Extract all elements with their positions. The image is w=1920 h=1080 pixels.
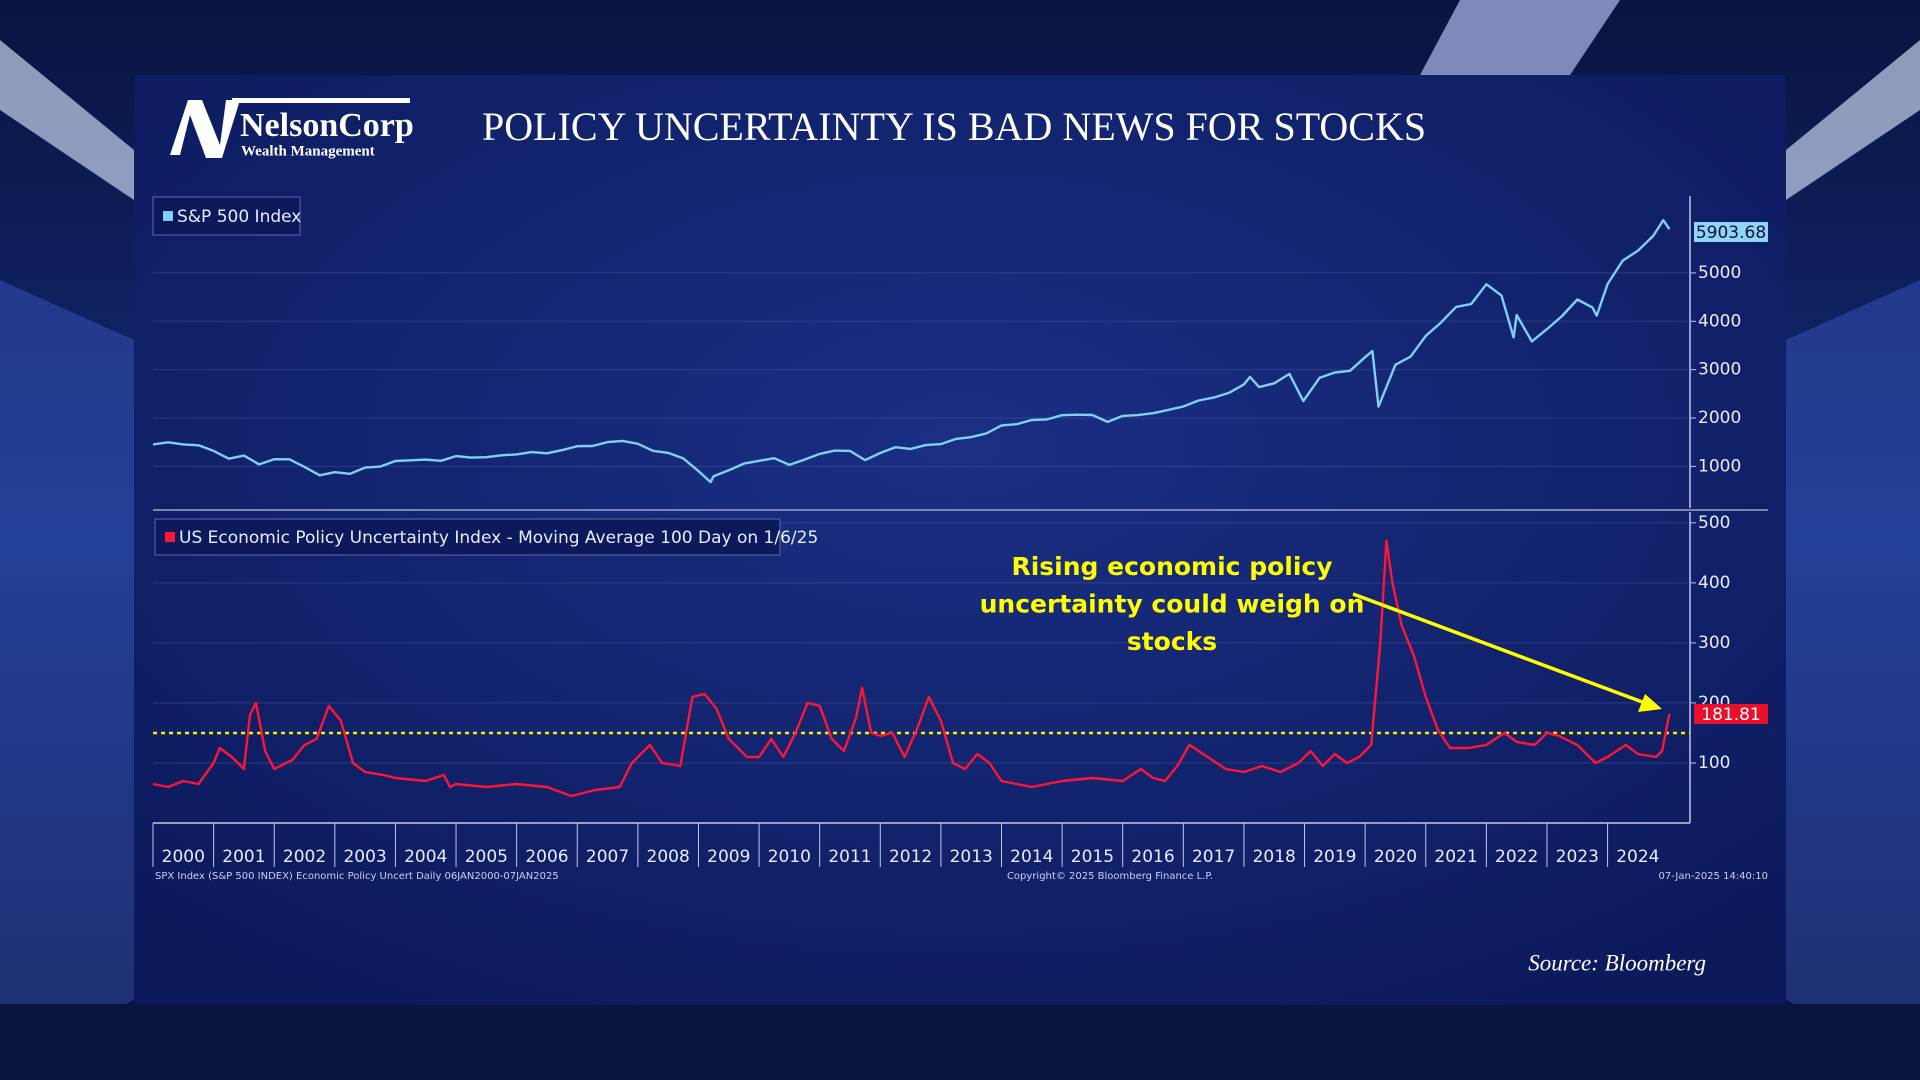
x-tick-label: 2024 xyxy=(1616,847,1659,867)
y-tick-label: 500 xyxy=(1698,513,1730,533)
legend-label: S&P 500 Index xyxy=(177,207,301,227)
series-line xyxy=(152,219,1671,484)
x-tick-label: 2016 xyxy=(1131,847,1174,867)
last-value-box xyxy=(1694,704,1768,724)
x-tick-label: 2021 xyxy=(1434,847,1477,867)
annotation-arrowhead xyxy=(1638,694,1662,712)
decor xyxy=(1786,280,1920,1080)
annotation: Rising economic policy xyxy=(1011,552,1332,581)
legend-swatch xyxy=(163,211,173,221)
y-tick-label: 1000 xyxy=(1698,456,1741,476)
decor xyxy=(1420,0,1620,75)
y-tick-label: 100 xyxy=(1698,753,1730,773)
x-tick-label: 2013 xyxy=(950,847,993,867)
y-tick-label: 2000 xyxy=(1698,408,1741,428)
decor xyxy=(0,280,134,1080)
legend-label: US Economic Policy Uncertainty Index - M… xyxy=(179,528,818,548)
x-tick-label: 2001 xyxy=(222,847,265,867)
decor xyxy=(0,40,134,200)
x-tick-label: 2023 xyxy=(1556,847,1599,867)
x-tick-label: 2000 xyxy=(162,847,205,867)
x-tick-label: 2007 xyxy=(586,847,629,867)
x-tick-label: 2014 xyxy=(1010,847,1053,867)
x-tick-label: 2015 xyxy=(1071,847,1114,867)
x-tick-label: 2008 xyxy=(647,847,690,867)
annotation-arrow xyxy=(1352,592,1646,705)
y-tick-label: 400 xyxy=(1698,573,1730,593)
x-tick-label: 2005 xyxy=(465,847,508,867)
x-tick-label: 2002 xyxy=(283,847,326,867)
series-line xyxy=(152,539,1671,798)
x-tick-label: 2020 xyxy=(1374,847,1417,867)
footer-left: SPX Index (S&P 500 INDEX) Economic Polic… xyxy=(155,871,559,882)
logo-mark xyxy=(170,100,240,158)
logo-subtitle: Wealth Management xyxy=(241,143,375,159)
x-tick-label: 2019 xyxy=(1313,847,1356,867)
decor xyxy=(1786,40,1920,200)
legend-box xyxy=(152,196,301,236)
footer-center: Copyright© 2025 Bloomberg Finance L.P. xyxy=(1007,871,1213,882)
legend-box xyxy=(154,518,781,556)
annotation: stocks xyxy=(1127,627,1217,656)
x-tick-label: 2009 xyxy=(707,847,750,867)
x-tick-label: 2012 xyxy=(889,847,932,867)
y-tick-label: 3000 xyxy=(1698,360,1741,380)
logo-name: NelsonCorp xyxy=(240,107,414,144)
x-tick-label: 2018 xyxy=(1253,847,1296,867)
last-value-box xyxy=(1694,222,1768,242)
floor xyxy=(0,1004,1920,1080)
legend-swatch xyxy=(165,532,175,542)
annotation: uncertainty could weigh on xyxy=(980,590,1365,619)
last-value-label: 5903.68 xyxy=(1696,223,1766,243)
x-tick-label: 2022 xyxy=(1495,847,1538,867)
chart-title: POLICY UNCERTAINTY IS BAD NEWS FOR STOCK… xyxy=(482,104,1426,149)
logo-bar xyxy=(232,98,410,103)
source: Source: Bloomberg xyxy=(1528,950,1706,975)
x-tick-label: 2011 xyxy=(828,847,871,867)
last-value-label: 181.81 xyxy=(1701,705,1760,725)
x-tick-label: 2010 xyxy=(768,847,811,867)
y-tick-label: 300 xyxy=(1698,633,1730,653)
footer-right: 07-Jan-2025 14:40:10 xyxy=(1659,871,1768,882)
y-tick-label: 4000 xyxy=(1698,311,1741,331)
x-tick-label: 2003 xyxy=(343,847,386,867)
x-tick-label: 2017 xyxy=(1192,847,1235,867)
x-tick-label: 2006 xyxy=(525,847,568,867)
x-tick-label: 2004 xyxy=(404,847,447,867)
y-tick-label: 5000 xyxy=(1698,263,1741,283)
